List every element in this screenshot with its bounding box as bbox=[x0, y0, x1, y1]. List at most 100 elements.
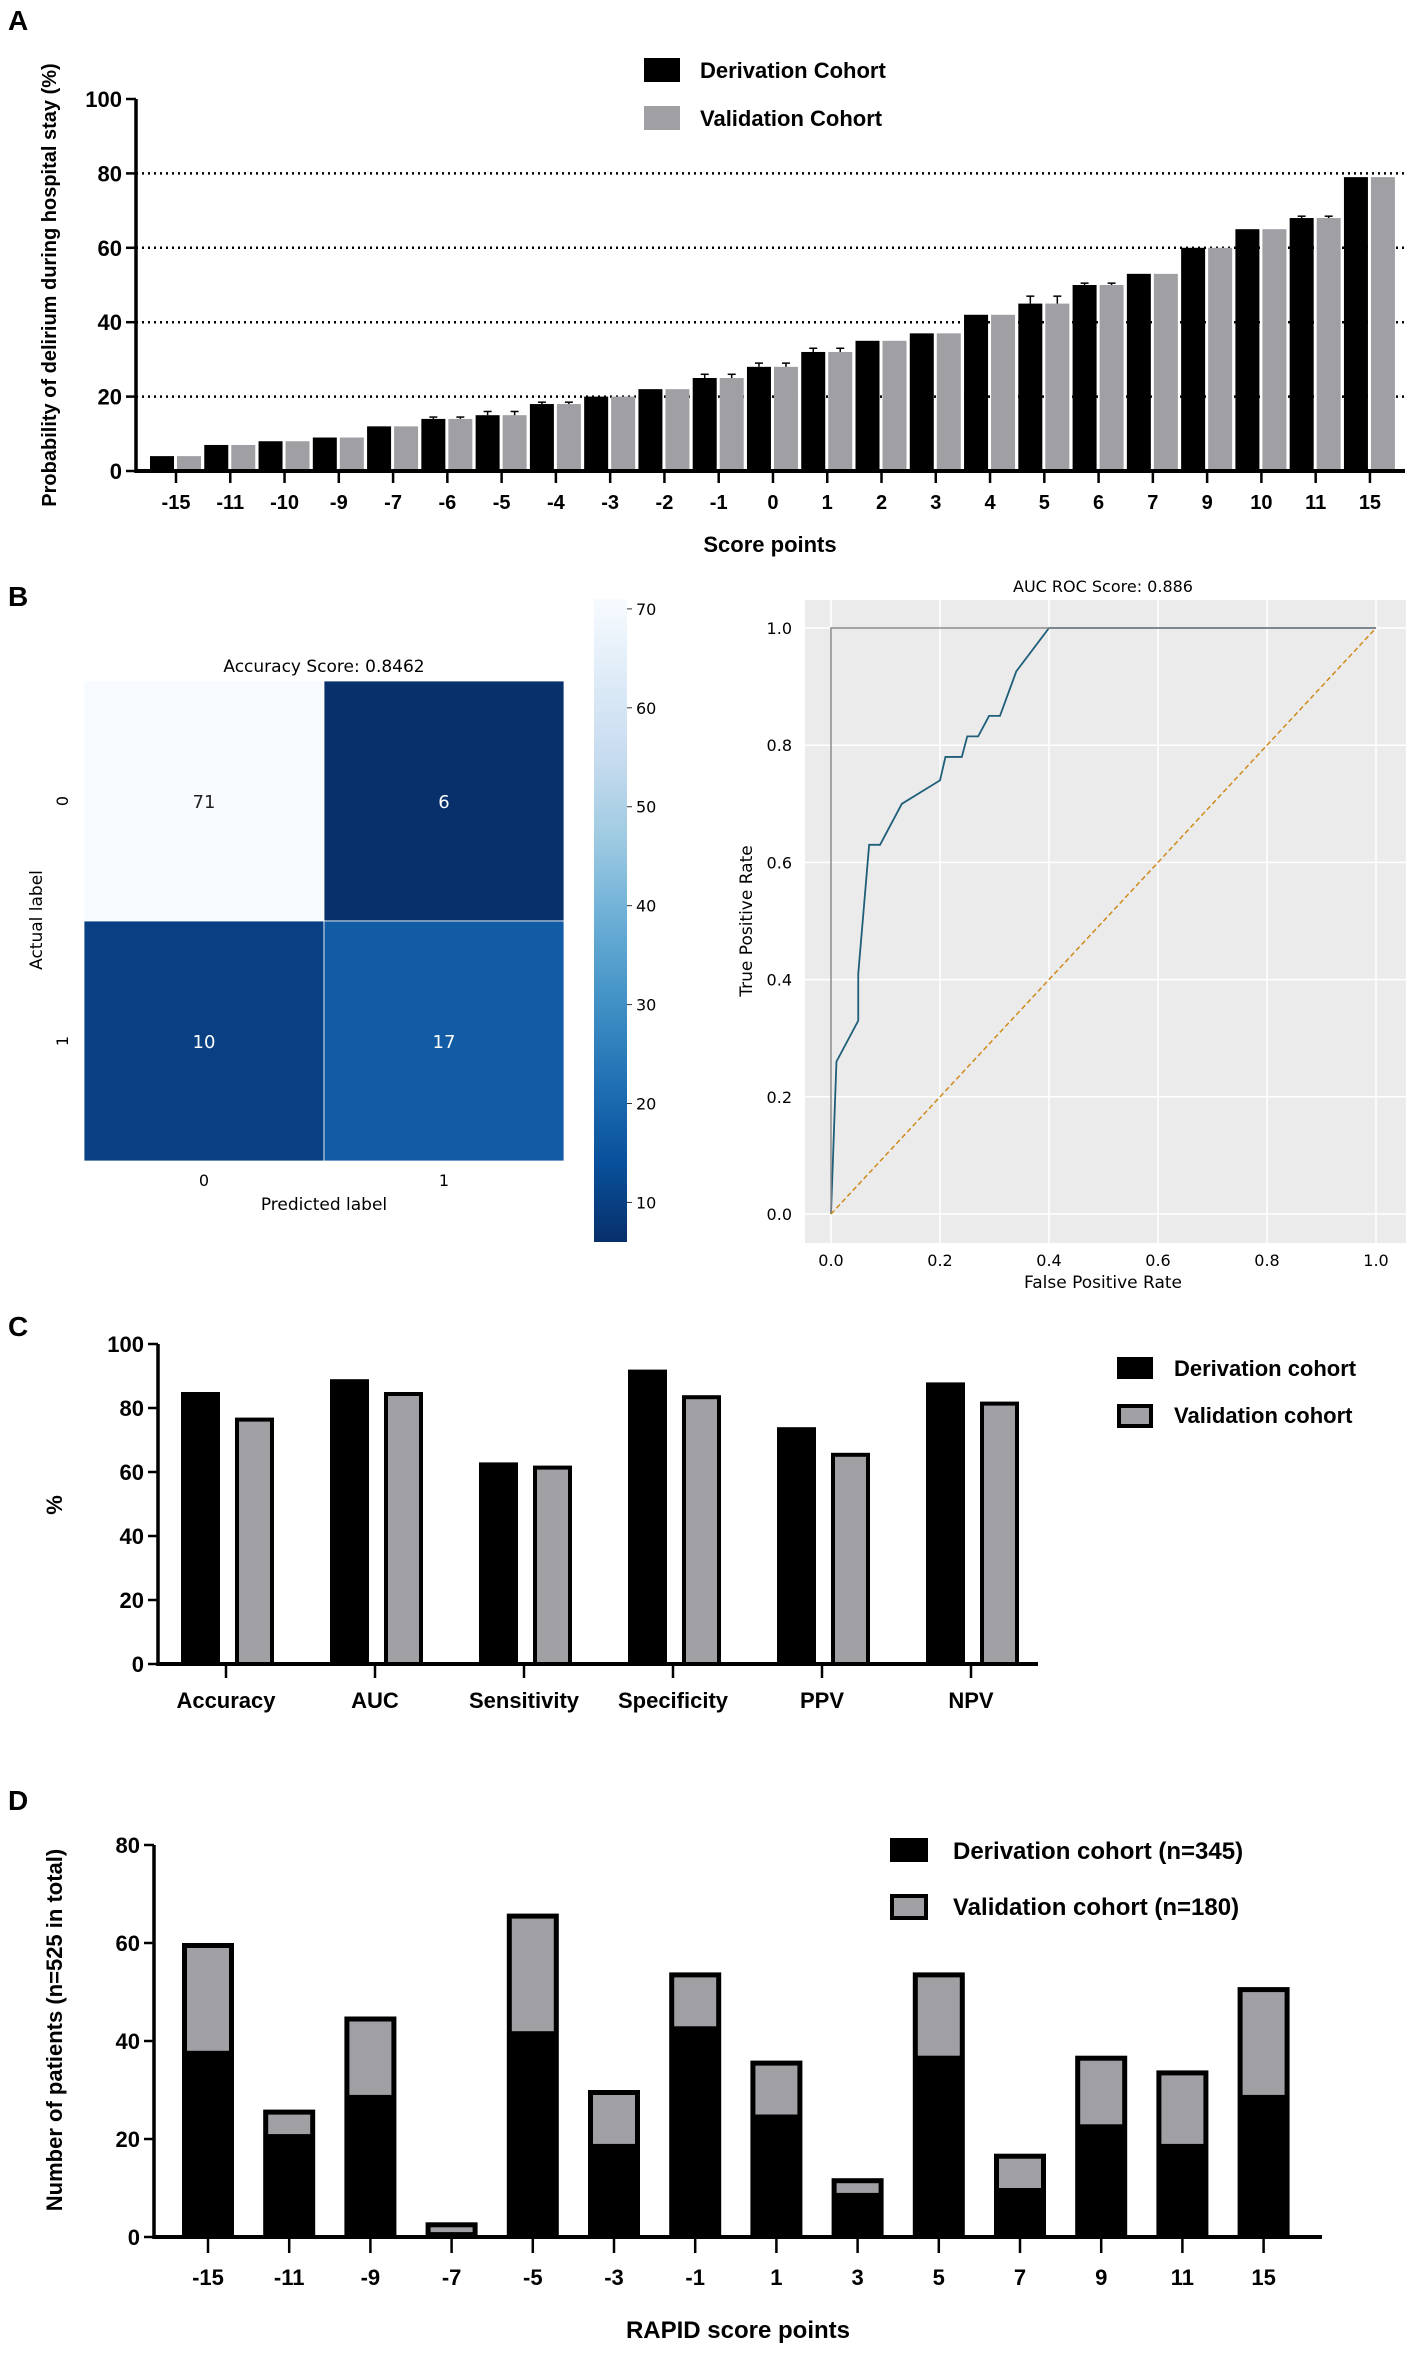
x-tick-label: -11 bbox=[274, 2265, 305, 2290]
y-tick-label: 0 bbox=[110, 459, 122, 484]
bar-validation bbox=[394, 426, 419, 471]
colorbar-tick-label: 70 bbox=[636, 600, 656, 619]
x-tick-label: 15 bbox=[1359, 492, 1381, 514]
bar-validation bbox=[611, 396, 636, 471]
legend-label: Derivation Cohort bbox=[700, 58, 886, 83]
roc-line-roc bbox=[830, 627, 1376, 1215]
x-axis-title: RAPID score points bbox=[626, 2317, 850, 2344]
bar-validation-segment bbox=[268, 2114, 311, 2135]
bar-derivation bbox=[692, 378, 717, 471]
colorbar-tick-label: 20 bbox=[636, 1095, 656, 1114]
bar-validation bbox=[533, 1465, 572, 1666]
bar-validation bbox=[665, 389, 690, 471]
y-tick-label: 0 bbox=[132, 1652, 144, 1677]
bar-derivation bbox=[909, 333, 934, 471]
x-tick-label: 4 bbox=[984, 492, 996, 514]
x-tick-label: -3 bbox=[604, 2265, 624, 2290]
x-tick-label: NPV bbox=[948, 1688, 994, 1713]
x-tick-label: 2 bbox=[876, 492, 887, 514]
x-tick-label: 9 bbox=[1202, 492, 1213, 514]
bar-derivation bbox=[1181, 247, 1206, 471]
x-tick-label: Specificity bbox=[618, 1688, 729, 1713]
bar-derivation bbox=[964, 314, 989, 471]
x-tick-label: -15 bbox=[192, 2265, 224, 2290]
bar-validation bbox=[1208, 247, 1233, 471]
bar-validation bbox=[448, 418, 473, 471]
bar-validation bbox=[177, 456, 201, 471]
bar-validation-segment bbox=[593, 2095, 635, 2144]
bar-validation bbox=[980, 1401, 1019, 1666]
y-tick-label: 20 bbox=[98, 385, 122, 410]
y-tick-label: 0.4 bbox=[767, 971, 792, 990]
heatmap-cell bbox=[323, 680, 565, 922]
x-tick-label: Accuracy bbox=[176, 1688, 276, 1713]
x-tick-label: 10 bbox=[1250, 492, 1272, 514]
bar-validation-segment bbox=[755, 2065, 798, 2115]
x-tick-label: 9 bbox=[1095, 2265, 1107, 2290]
bar-validation bbox=[502, 415, 527, 471]
heatmap-cell bbox=[323, 920, 565, 1162]
legend-swatch-validation bbox=[890, 1894, 928, 1920]
bar-derivation bbox=[1235, 229, 1260, 471]
bar-derivation bbox=[584, 396, 609, 471]
bar-derivation bbox=[1126, 273, 1151, 471]
x-tick-label: -10 bbox=[270, 492, 299, 514]
x-tick-label: -1 bbox=[685, 2265, 705, 2290]
legend-label: Validation cohort (n=180) bbox=[953, 1894, 1239, 1921]
y-tick-label: 0.2 bbox=[767, 1088, 792, 1107]
bar-derivation bbox=[777, 1427, 816, 1664]
bar-validation bbox=[235, 1417, 274, 1666]
heatmap-cell bbox=[83, 920, 325, 1162]
x-tick-label: 5 bbox=[1039, 492, 1050, 514]
x-tick-label: -9 bbox=[330, 492, 348, 514]
chart-d-patient-counts: -15 -11 -9 -7 -5 -3 -1 1 3 5 7 9 11 15020406080Number… bbox=[42, 1833, 1322, 2344]
x-tick-label: 6 bbox=[1093, 492, 1104, 514]
x-tick-label: 0 bbox=[767, 492, 778, 514]
x-tick-label: 1 bbox=[822, 492, 833, 514]
y-axis-title: % bbox=[42, 1495, 67, 1515]
x-tick-label: 7 bbox=[1014, 2265, 1026, 2290]
legend-label: Derivation cohort (n=345) bbox=[953, 1838, 1243, 1865]
plot-background bbox=[805, 600, 1406, 1243]
roc-line-perfect bbox=[830, 627, 1376, 1214]
chart-c-performance: Accuracy AUC Sensitivity Specificity PPV NPV 0… bbox=[42, 1332, 1357, 1713]
panel-label-b: B bbox=[8, 581, 28, 612]
panel-label-a: A bbox=[8, 5, 28, 36]
bar-validation bbox=[828, 351, 853, 471]
y-tick-label: 0.0 bbox=[767, 1205, 792, 1224]
bar-validation-segment bbox=[917, 1977, 960, 2056]
x-tick-label: -7 bbox=[442, 2265, 462, 2290]
bar-validation bbox=[1262, 229, 1287, 471]
roc-title: AUC ROC Score: 0.886 bbox=[1013, 577, 1193, 596]
bar-validation bbox=[285, 441, 310, 471]
x-tick-label: 11 bbox=[1171, 2265, 1194, 2290]
y-tick-label: 100 bbox=[85, 87, 122, 112]
y-axis-title: True Positive Rate bbox=[737, 845, 757, 997]
y-tick-label: 0.8 bbox=[767, 736, 792, 755]
colorbar-tick-label: 30 bbox=[636, 996, 656, 1015]
x-tick-label: PPV bbox=[800, 1688, 844, 1713]
x-tick-label: 1.0 bbox=[1363, 1251, 1388, 1270]
y-tick-label: 1 bbox=[53, 1036, 72, 1046]
y-tick-label: 40 bbox=[116, 2029, 140, 2054]
y-tick-label: 60 bbox=[98, 236, 122, 261]
bar-derivation bbox=[1018, 303, 1043, 471]
x-tick-label: 1 bbox=[770, 2265, 782, 2290]
heatmap-cell bbox=[83, 680, 325, 922]
bar-validation bbox=[773, 366, 798, 471]
x-tick-label: 0.6 bbox=[1145, 1251, 1170, 1270]
y-tick-label: 0 bbox=[53, 796, 72, 806]
x-tick-label: 1 bbox=[439, 1171, 449, 1190]
panel-label-d: D bbox=[8, 1785, 28, 1816]
bar-derivation bbox=[181, 1392, 220, 1664]
x-tick-label: -5 bbox=[523, 2265, 543, 2290]
bar-derivation bbox=[926, 1382, 965, 1664]
x-tick-label: 15 bbox=[1251, 2265, 1275, 2290]
bar-validation-segment bbox=[1080, 2060, 1123, 2125]
y-tick-label: 80 bbox=[116, 1833, 140, 1858]
bar-validation bbox=[339, 437, 364, 471]
x-tick-label: -1 bbox=[710, 492, 728, 514]
legend-swatch-1 bbox=[644, 106, 680, 130]
bar-derivation bbox=[638, 389, 663, 471]
